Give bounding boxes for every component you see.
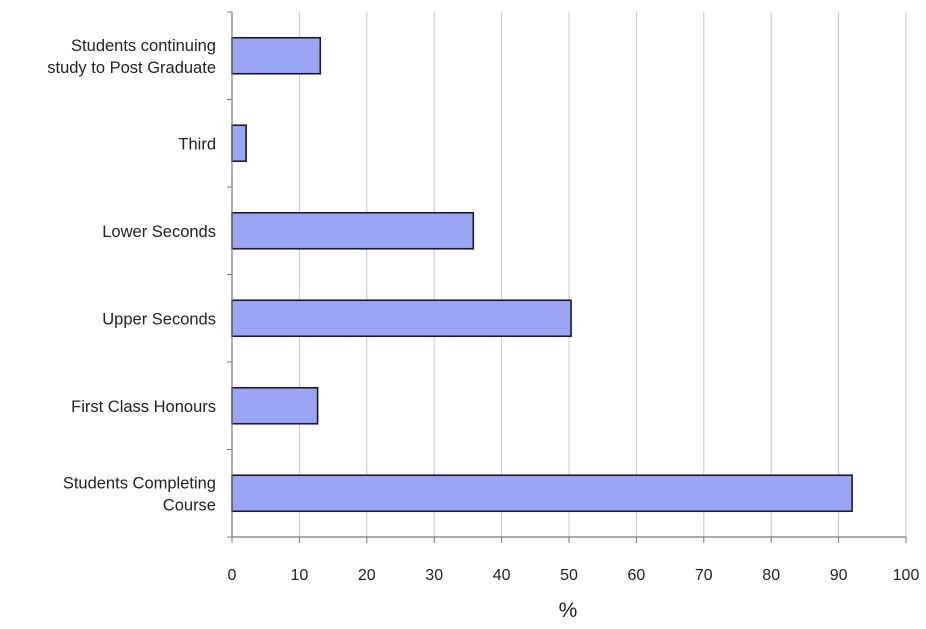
x-tick-label: 30 bbox=[425, 567, 443, 584]
category-label: Students Completing Course bbox=[63, 474, 216, 514]
x-tick-label: 20 bbox=[358, 567, 376, 584]
bar-first-class-honours bbox=[231, 386, 319, 425]
axis-layer bbox=[227, 11, 907, 543]
x-tick-label: 90 bbox=[830, 567, 848, 584]
grid-layer bbox=[298, 12, 907, 537]
x-tick-label: 10 bbox=[291, 567, 309, 584]
category-label: Third bbox=[178, 135, 216, 153]
bar-layer bbox=[231, 36, 853, 513]
bar-third bbox=[231, 124, 247, 163]
bar-students-completing-course bbox=[231, 474, 853, 513]
x-tick-label: 80 bbox=[762, 567, 780, 584]
category-label: Lower Seconds bbox=[102, 223, 216, 241]
bar-lower-seconds bbox=[231, 211, 475, 250]
label-layer: 0 10 20 30 40 50 60 70 80 90 100 Students Completin… bbox=[47, 37, 919, 584]
category-label: Upper Seconds bbox=[102, 310, 216, 328]
x-tick-label: 40 bbox=[493, 567, 511, 584]
x-tick-label: 60 bbox=[628, 567, 646, 584]
category-label: Students continuing study to Post Graduat… bbox=[47, 37, 216, 77]
x-tick-label: 100 bbox=[893, 567, 920, 584]
x-tick-label: 50 bbox=[560, 567, 578, 584]
bar-upper-seconds bbox=[231, 299, 572, 338]
x-tick-label: 0 bbox=[228, 567, 237, 584]
category-label: First Class Honours bbox=[71, 398, 216, 416]
x-tick-label: 70 bbox=[695, 567, 713, 584]
bar-students-continuing-study-to-post-graduate bbox=[231, 36, 322, 75]
x-axis-title: % bbox=[559, 599, 578, 622]
